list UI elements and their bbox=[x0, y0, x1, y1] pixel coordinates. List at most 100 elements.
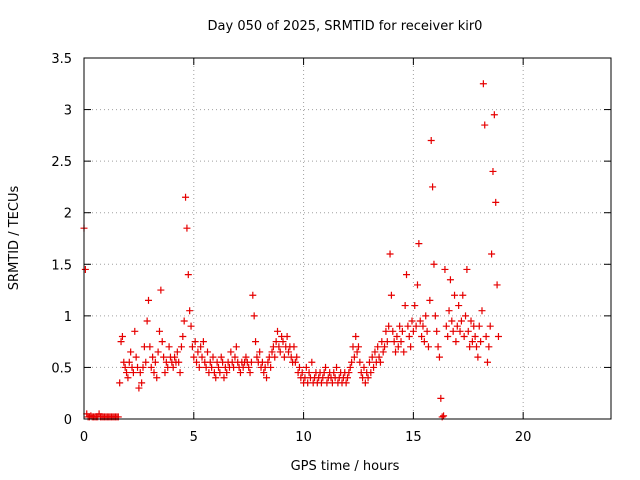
data-point bbox=[430, 260, 438, 268]
data-point bbox=[389, 327, 397, 335]
data-point bbox=[236, 369, 244, 377]
data-point bbox=[444, 332, 452, 340]
data-point bbox=[220, 374, 228, 382]
data-point bbox=[290, 343, 298, 351]
data-point bbox=[245, 363, 253, 371]
data-point bbox=[206, 358, 214, 366]
data-point bbox=[165, 343, 173, 351]
data-point bbox=[171, 353, 179, 361]
data-point bbox=[408, 317, 416, 325]
data-point bbox=[370, 363, 378, 371]
data-point bbox=[400, 348, 408, 356]
data-point bbox=[268, 348, 276, 356]
data-point bbox=[382, 327, 390, 335]
chart-title: Day 050 of 2025, SRMTID for receiver kir… bbox=[208, 19, 483, 34]
data-point bbox=[490, 111, 498, 119]
data-point bbox=[227, 348, 235, 356]
data-point bbox=[456, 327, 464, 335]
data-point bbox=[348, 358, 356, 366]
data-point bbox=[194, 348, 202, 356]
data-point bbox=[142, 358, 150, 366]
data-point bbox=[267, 363, 275, 371]
y-tick-label: 3 bbox=[64, 104, 72, 119]
data-point bbox=[295, 363, 303, 371]
data-point bbox=[356, 358, 364, 366]
data-point bbox=[173, 348, 181, 356]
data-point bbox=[419, 322, 427, 330]
data-point bbox=[253, 353, 261, 361]
x-tick-label: 10 bbox=[295, 430, 312, 445]
data-point bbox=[474, 353, 482, 361]
data-point bbox=[305, 369, 313, 377]
data-point bbox=[231, 353, 239, 361]
data-point bbox=[460, 332, 468, 340]
y-tick-label: 3.5 bbox=[51, 52, 72, 67]
data-point bbox=[247, 358, 255, 366]
data-point bbox=[344, 374, 351, 382]
data-point bbox=[375, 353, 383, 361]
data-point bbox=[284, 348, 292, 356]
data-point bbox=[467, 317, 475, 325]
data-point bbox=[440, 412, 448, 420]
data-point bbox=[364, 374, 372, 382]
data-point bbox=[193, 358, 201, 366]
data-point bbox=[494, 332, 502, 340]
data-point bbox=[361, 379, 369, 387]
data-point bbox=[308, 358, 316, 366]
data-point bbox=[407, 343, 415, 351]
data-point bbox=[129, 369, 137, 377]
data-point bbox=[404, 322, 412, 330]
data-point bbox=[376, 358, 384, 366]
data-point bbox=[275, 343, 283, 351]
data-point bbox=[471, 332, 479, 340]
data-point bbox=[403, 271, 411, 279]
data-point bbox=[146, 343, 154, 351]
data-point bbox=[405, 332, 413, 340]
data-point bbox=[125, 358, 133, 366]
data-point bbox=[352, 332, 360, 340]
data-point bbox=[398, 327, 406, 335]
x-tick-label: 20 bbox=[515, 430, 532, 445]
data-point bbox=[260, 369, 268, 377]
data-point bbox=[333, 363, 341, 371]
data-point bbox=[466, 343, 474, 351]
data-point bbox=[179, 332, 187, 340]
data-point bbox=[212, 374, 220, 382]
data-point bbox=[184, 271, 192, 279]
data-points bbox=[80, 80, 502, 421]
data-point bbox=[151, 358, 159, 366]
data-point bbox=[117, 338, 125, 346]
data-point bbox=[483, 358, 491, 366]
y-axis-label: SRMTID / TECUs bbox=[7, 186, 22, 291]
data-point bbox=[195, 363, 203, 371]
data-point bbox=[423, 327, 431, 335]
data-point bbox=[394, 343, 402, 351]
data-point bbox=[157, 286, 165, 294]
data-point bbox=[453, 322, 461, 330]
data-point bbox=[387, 291, 395, 299]
data-point bbox=[187, 322, 195, 330]
data-point bbox=[135, 384, 143, 392]
data-point bbox=[379, 348, 387, 356]
data-point bbox=[381, 343, 389, 351]
data-point bbox=[390, 338, 398, 346]
data-point bbox=[468, 338, 476, 346]
data-point bbox=[418, 332, 426, 340]
data-point bbox=[214, 363, 222, 371]
y-tick-label: 0.5 bbox=[51, 361, 72, 376]
data-point bbox=[367, 369, 375, 377]
data-point bbox=[489, 167, 497, 175]
data-point bbox=[386, 250, 394, 258]
data-point bbox=[121, 363, 129, 371]
data-point bbox=[429, 183, 437, 191]
data-point bbox=[396, 322, 404, 330]
data-point bbox=[127, 348, 135, 356]
data-point bbox=[155, 327, 163, 335]
data-point bbox=[145, 296, 153, 304]
data-point bbox=[385, 322, 393, 330]
data-point bbox=[492, 198, 500, 206]
data-point bbox=[416, 317, 424, 325]
data-point bbox=[371, 348, 379, 356]
data-point bbox=[346, 363, 354, 371]
